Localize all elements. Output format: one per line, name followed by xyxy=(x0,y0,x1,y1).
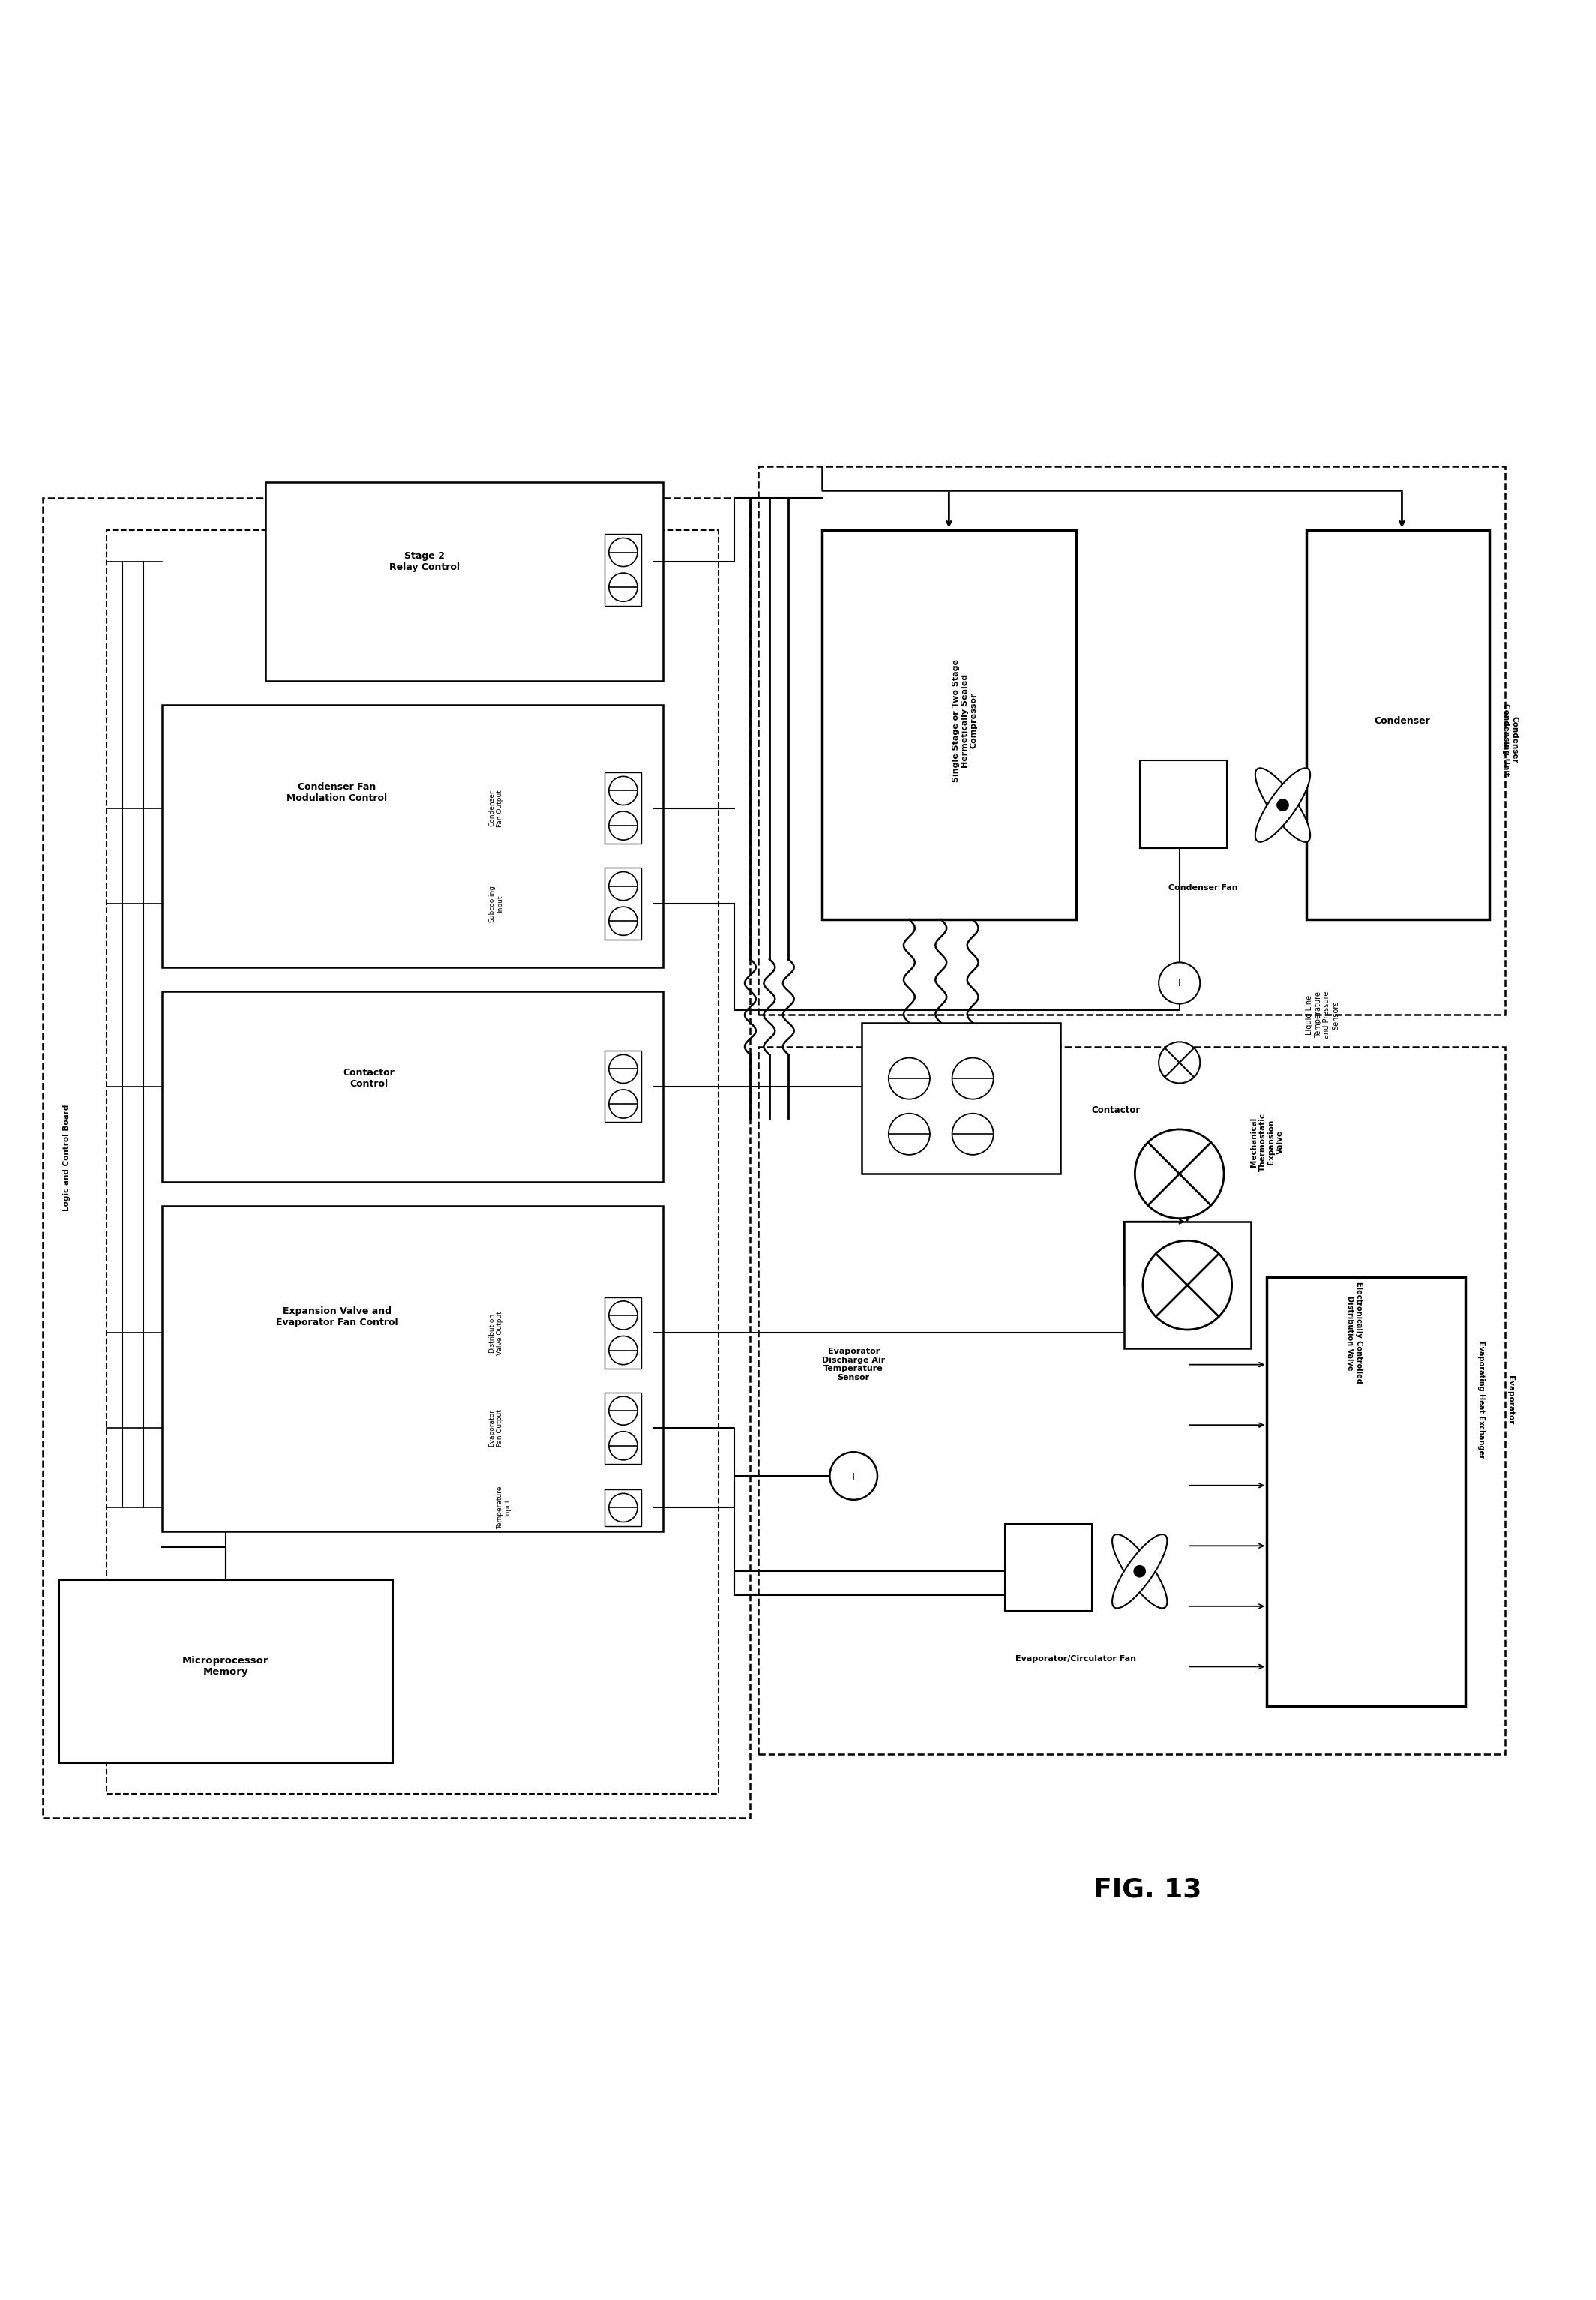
Circle shape xyxy=(830,1451,878,1500)
Bar xyxy=(163,1205,662,1532)
Circle shape xyxy=(1277,800,1288,812)
Text: FIG. 13: FIG. 13 xyxy=(1093,1877,1202,1902)
Circle shape xyxy=(953,1113,994,1155)
Bar xyxy=(107,529,718,1794)
Circle shape xyxy=(608,1336,637,1364)
Bar xyxy=(605,867,642,938)
Circle shape xyxy=(608,1056,637,1083)
Circle shape xyxy=(608,906,637,936)
Text: Condenser: Condenser xyxy=(1374,715,1430,727)
Text: |: | xyxy=(1178,980,1181,987)
Circle shape xyxy=(953,1058,994,1099)
Circle shape xyxy=(608,1302,637,1329)
Circle shape xyxy=(608,1396,637,1426)
Bar xyxy=(605,773,642,844)
Text: Temperature
Input: Temperature Input xyxy=(496,1486,511,1530)
Text: Mechanical
Thermostatic
Expansion
Valve: Mechanical Thermostatic Expansion Valve xyxy=(1250,1113,1283,1171)
Bar xyxy=(163,991,662,1182)
Text: Evaporating Heat Exchanger: Evaporating Heat Exchanger xyxy=(1478,1341,1486,1458)
Bar xyxy=(758,467,1505,1014)
Bar xyxy=(265,483,662,681)
Bar xyxy=(605,534,642,605)
Text: |: | xyxy=(852,1472,855,1479)
Bar xyxy=(605,1391,642,1463)
Bar xyxy=(59,1580,393,1762)
Text: Evaporator: Evaporator xyxy=(1507,1375,1515,1424)
Circle shape xyxy=(608,1090,637,1118)
Circle shape xyxy=(608,872,637,899)
Text: Stage 2
Relay Control: Stage 2 Relay Control xyxy=(389,552,460,573)
Circle shape xyxy=(608,538,637,566)
Text: Condenser
Condensing Unit: Condenser Condensing Unit xyxy=(1502,704,1518,777)
Circle shape xyxy=(608,812,637,839)
Text: Subcooling
Input: Subcooling Input xyxy=(488,886,503,922)
Circle shape xyxy=(1159,961,1200,1003)
Text: Evaporator
Fan Output: Evaporator Fan Output xyxy=(488,1410,503,1447)
Bar xyxy=(43,499,750,1817)
Circle shape xyxy=(1135,1566,1146,1578)
Text: Liquid Line
Temperature
and Pressure
Sensors: Liquid Line Temperature and Pressure Sen… xyxy=(1306,991,1339,1040)
Text: Distribution
Valve Output: Distribution Valve Output xyxy=(488,1311,503,1355)
Bar xyxy=(605,1051,642,1122)
Bar xyxy=(605,1490,642,1525)
Circle shape xyxy=(608,573,637,603)
Bar xyxy=(1307,529,1489,920)
Text: Microprocessor
Memory: Microprocessor Memory xyxy=(182,1656,270,1677)
Circle shape xyxy=(1159,1042,1200,1083)
Text: Condenser Fan
Modulation Control: Condenser Fan Modulation Control xyxy=(287,782,388,803)
Text: Contactor
Control: Contactor Control xyxy=(343,1067,394,1088)
Text: Electronically Controlled
Distribution Valve: Electronically Controlled Distribution V… xyxy=(1347,1281,1363,1385)
Bar xyxy=(605,1297,642,1368)
Ellipse shape xyxy=(1256,768,1310,842)
Text: Contactor: Contactor xyxy=(1092,1106,1141,1116)
Ellipse shape xyxy=(1256,768,1310,842)
Text: Condenser Fan: Condenser Fan xyxy=(1168,883,1238,892)
Text: Logic and Control Board: Logic and Control Board xyxy=(62,1104,70,1212)
Text: Expansion Valve and
Evaporator Fan Control: Expansion Valve and Evaporator Fan Contr… xyxy=(276,1306,397,1327)
Bar xyxy=(758,1046,1505,1755)
Circle shape xyxy=(608,1493,637,1523)
Bar xyxy=(1140,761,1227,849)
Ellipse shape xyxy=(1112,1534,1167,1608)
Bar xyxy=(862,1024,1060,1173)
Circle shape xyxy=(608,777,637,805)
Circle shape xyxy=(1143,1240,1232,1329)
Bar xyxy=(163,704,662,968)
Ellipse shape xyxy=(1112,1534,1167,1608)
Bar xyxy=(822,529,1076,920)
Text: Condenser
Fan Output: Condenser Fan Output xyxy=(488,789,503,828)
Text: Single Stage or Two Stage
Hermetically Sealed
Compressor: Single Stage or Two Stage Hermetically S… xyxy=(953,660,977,782)
Text: Evaporator
Discharge Air
Temperature
Sensor: Evaporator Discharge Air Temperature Sen… xyxy=(822,1348,886,1382)
Circle shape xyxy=(889,1113,930,1155)
Circle shape xyxy=(1135,1129,1224,1219)
Text: Evaporator/Circulator Fan: Evaporator/Circulator Fan xyxy=(1015,1656,1136,1663)
Circle shape xyxy=(608,1431,637,1460)
Bar xyxy=(1124,1221,1251,1348)
Bar xyxy=(1004,1523,1092,1610)
Circle shape xyxy=(889,1058,930,1099)
Bar xyxy=(1267,1276,1465,1707)
